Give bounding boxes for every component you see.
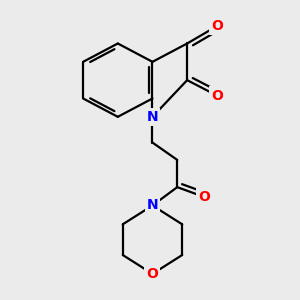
Text: O: O (211, 88, 223, 103)
Text: N: N (147, 199, 158, 212)
Text: O: O (211, 19, 223, 33)
Text: O: O (146, 267, 158, 281)
Text: N: N (147, 110, 158, 124)
Text: O: O (199, 190, 210, 204)
